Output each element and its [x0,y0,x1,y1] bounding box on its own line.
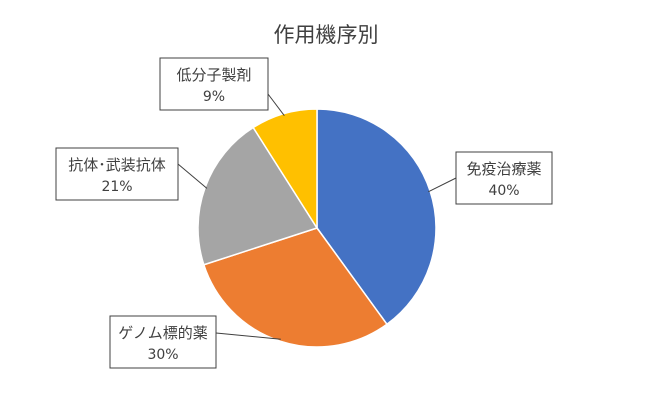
data-label-callouts: 免疫治療薬 40% ゲノム標的薬 30% 抗体･武装抗体 21% 低分子製剤 9% [55,57,553,369]
callout-leader-2 [215,332,281,340]
callout-leader-4 [267,93,285,116]
callout-3: 抗体･武装抗体 21% [55,147,208,201]
callout-box-3 [55,147,179,201]
callout-4: 低分子製剤 9% [159,57,285,116]
callout-category-label: ゲノム標的薬 [118,324,208,342]
callout-box-1 [455,151,553,205]
pie-slice-2 [202,227,388,348]
chart-title: 作用機序別 [274,23,379,47]
callout-category-label: 免疫治療薬 [466,160,541,178]
callout-box-2 [109,315,217,369]
callout-leader-3 [177,163,208,189]
pie-slice-4 [252,108,318,231]
callout-box-4 [159,57,269,111]
callout-1: 免疫治療薬 40% [428,151,553,205]
callout-leader-1 [428,177,457,193]
callout-value-label: 9% [203,89,225,105]
pie-slices [197,108,437,348]
callout-2: ゲノム標的薬 30% [109,315,281,369]
pie-slice-3 [197,126,319,266]
callout-category-label: 抗体･武装抗体 [68,156,166,174]
callout-value-label: 30% [147,347,178,363]
callout-value-label: 40% [488,183,519,199]
callout-value-label: 21% [101,179,132,195]
callout-category-label: 低分子製剤 [176,66,251,84]
